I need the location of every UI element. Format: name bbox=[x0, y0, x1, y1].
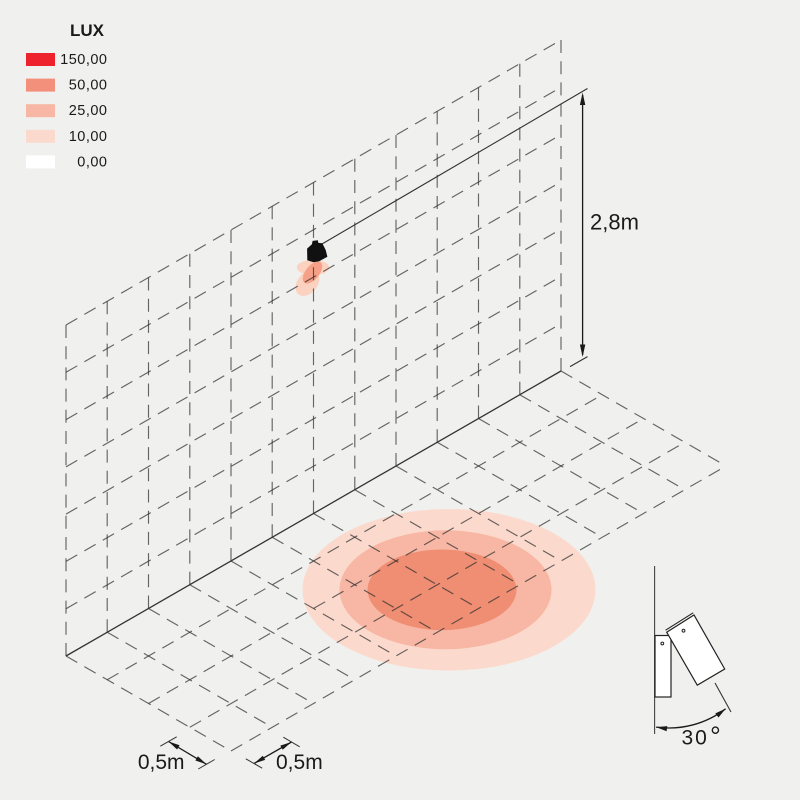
svg-text:0,5m: 0,5m bbox=[138, 751, 185, 774]
svg-text:0,00: 0,00 bbox=[77, 154, 107, 170]
svg-text:50,00: 50,00 bbox=[69, 78, 108, 94]
svg-text:0,5m: 0,5m bbox=[276, 751, 323, 774]
svg-text:25,00: 25,00 bbox=[69, 103, 108, 119]
svg-text:2,8m: 2,8m bbox=[590, 210, 639, 235]
svg-text:10,00: 10,00 bbox=[69, 129, 108, 145]
svg-text:150,00: 150,00 bbox=[60, 52, 107, 68]
svg-text:30: 30 bbox=[682, 727, 709, 750]
svg-text:LUX: LUX bbox=[70, 21, 105, 40]
